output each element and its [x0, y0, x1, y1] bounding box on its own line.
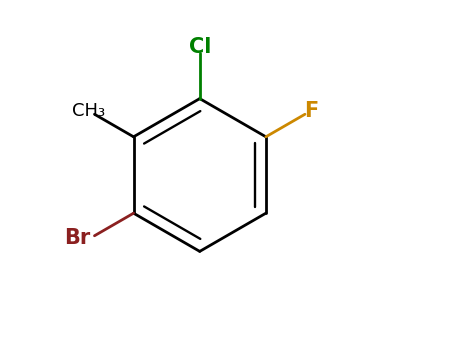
Text: CH₃: CH₃: [72, 102, 105, 120]
Text: F: F: [304, 101, 318, 121]
Text: Br: Br: [65, 228, 91, 247]
Text: Cl: Cl: [188, 36, 211, 57]
